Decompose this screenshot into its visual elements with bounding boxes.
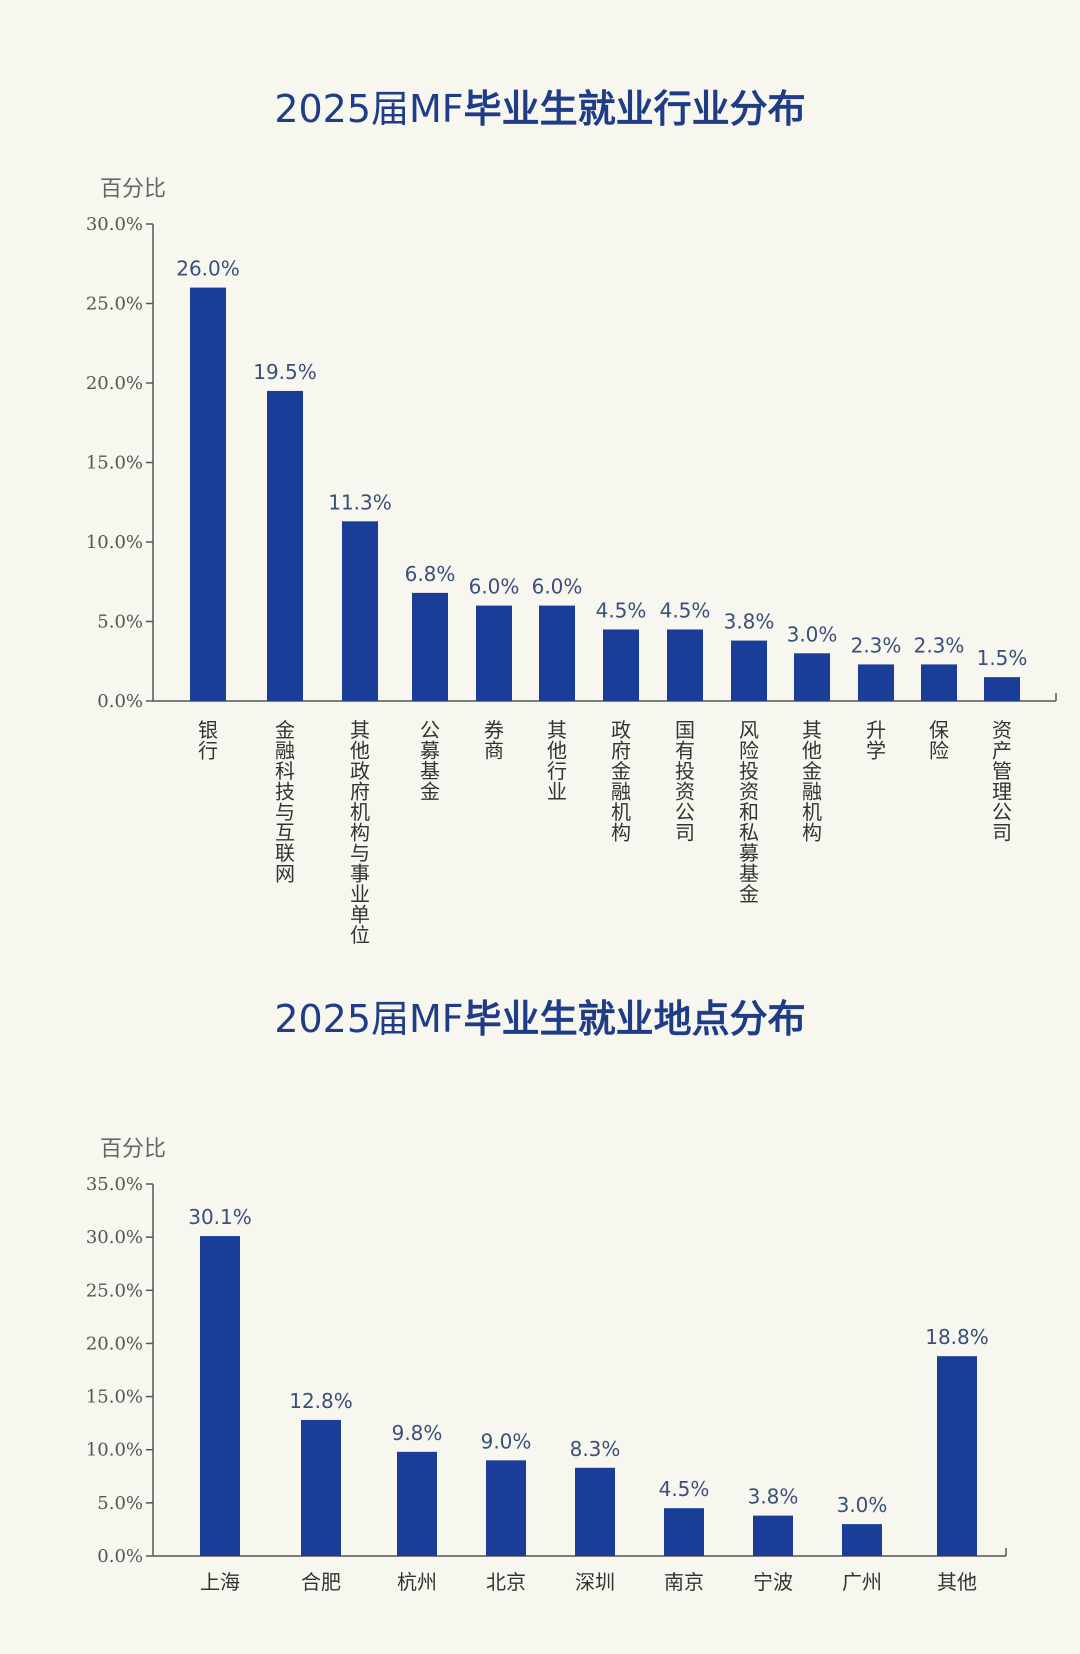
bar xyxy=(190,287,226,701)
y-tick-label: 0.0% xyxy=(97,691,143,712)
x-tick-label: 资产管理公司 xyxy=(992,718,1012,845)
data-label: 11.3% xyxy=(328,490,392,514)
bar xyxy=(731,640,767,701)
data-label: 1.5% xyxy=(977,646,1028,670)
location-chart: 2025届MF毕业生就业地点分布 百分比 0.0% 5.0% 10.0% 15.0% 20… xyxy=(0,960,1080,1654)
data-label: 30.1% xyxy=(188,1205,252,1229)
x-tick-label: 南京 xyxy=(664,1570,704,1594)
y-tick-label: 30.0% xyxy=(86,214,143,235)
bar xyxy=(486,1460,526,1556)
y-axis-label: 百分比 xyxy=(100,177,166,202)
x-tick-label: 风险投资和私募基金 xyxy=(739,718,759,906)
y-tick-label: 5.0% xyxy=(97,612,143,633)
data-label: 26.0% xyxy=(176,257,240,281)
data-label: 2.3% xyxy=(851,633,902,657)
bar xyxy=(664,1508,704,1556)
data-label: 3.0% xyxy=(787,622,838,646)
data-label: 12.8% xyxy=(289,1389,353,1413)
data-label: 2.3% xyxy=(914,633,965,657)
x-tick-label: 其他行业 xyxy=(547,718,567,804)
x-tick-label: 保险 xyxy=(929,718,949,763)
bar xyxy=(412,592,448,701)
x-tick-label: 其他 xyxy=(937,1570,977,1594)
x-tick-label: 其他政府机构与事业单位 xyxy=(350,718,370,947)
bar xyxy=(842,1524,882,1556)
bar xyxy=(301,1419,341,1556)
bar xyxy=(921,664,957,701)
data-label: 9.8% xyxy=(392,1421,443,1445)
industry-chart: 2025届MF毕业生就业行业分布 百分比 0.0% 5.0% 10.0% 15.0% 20… xyxy=(0,78,1080,947)
y-tick-label: 5.0% xyxy=(97,1493,143,1514)
data-label: 3.0% xyxy=(837,1493,888,1517)
x-tick-label: 国有投资公司 xyxy=(675,718,695,845)
bar xyxy=(476,605,512,701)
x-tick-label: 金融科技与互联网 xyxy=(275,718,295,886)
data-label: 9.0% xyxy=(481,1429,532,1453)
x-tick-label: 北京 xyxy=(486,1570,526,1594)
data-label: 4.5% xyxy=(659,1477,710,1501)
data-label: 4.5% xyxy=(660,598,711,622)
data-label: 6.8% xyxy=(405,562,456,586)
bar xyxy=(200,1236,240,1556)
data-label: 8.3% xyxy=(570,1437,621,1461)
x-tick-label: 升学 xyxy=(866,718,886,763)
y-tick-label: 15.0% xyxy=(86,1387,143,1408)
y-tick-label: 15.0% xyxy=(86,453,143,474)
chart-title-part-normal: 2025届MF xyxy=(274,997,464,1041)
x-tick-label: 券商 xyxy=(484,718,504,763)
x-tick-label: 上海 xyxy=(200,1570,240,1594)
data-label: 6.0% xyxy=(469,575,520,599)
chart-title: 2025届MF毕业生就业行业分布 xyxy=(0,78,1080,133)
bar xyxy=(667,629,703,701)
x-tick-label: 深圳 xyxy=(575,1570,615,1594)
x-tick-label: 杭州 xyxy=(397,1570,437,1594)
data-label: 3.8% xyxy=(748,1485,799,1509)
bar xyxy=(267,390,303,701)
bar xyxy=(603,629,639,701)
x-tick-label: 广州 xyxy=(842,1570,882,1594)
y-tick-label: 25.0% xyxy=(86,294,143,315)
x-tick-label: 宁波 xyxy=(753,1570,793,1594)
bar xyxy=(397,1451,437,1556)
x-tick-label: 其他金融机构 xyxy=(802,718,822,845)
chart-title-part-bold: 毕业生就业地点分布 xyxy=(463,997,806,1041)
y-tick-label: 25.0% xyxy=(86,1280,143,1301)
chart-title-part-bold: 毕业生就业行业分布 xyxy=(463,87,806,131)
bar xyxy=(539,605,575,701)
y-tick-label: 0.0% xyxy=(97,1546,143,1567)
data-label: 4.5% xyxy=(596,598,647,622)
bar xyxy=(575,1467,615,1556)
y-tick-label: 35.0% xyxy=(86,1174,143,1195)
chart-title: 2025届MF毕业生就业地点分布 xyxy=(0,988,1080,1043)
data-label: 6.0% xyxy=(532,575,583,599)
bar xyxy=(342,521,378,701)
y-tick-label: 30.0% xyxy=(86,1227,143,1248)
y-tick-label: 20.0% xyxy=(86,1333,143,1354)
y-tick-label: 20.0% xyxy=(86,373,143,394)
bar xyxy=(794,653,830,701)
x-tick-label: 银行 xyxy=(198,718,218,763)
industry-chart-svg: 百分比 0.0% 5.0% 10.0% 15.0% 20.0% 25.0% 30.0% 26.0… xyxy=(86,177,1057,947)
bar xyxy=(937,1356,977,1556)
bar xyxy=(984,677,1020,701)
x-tick-label: 政府金融机构 xyxy=(611,718,631,845)
y-axis-label: 百分比 xyxy=(100,1137,166,1162)
y-tick-label: 10.0% xyxy=(86,532,143,553)
bar xyxy=(858,664,894,701)
x-tick-label: 公募基金 xyxy=(420,718,440,804)
bar xyxy=(753,1515,793,1556)
location-chart-svg: 百分比 0.0% 5.0% 10.0% 15.0% 20.0% 25.0% 30.0% 35.0… xyxy=(86,1137,1007,1594)
x-tick-label: 合肥 xyxy=(301,1570,341,1594)
data-label: 3.8% xyxy=(724,610,775,634)
data-label: 19.5% xyxy=(253,360,317,384)
data-label: 18.8% xyxy=(925,1325,989,1349)
y-tick-label: 10.0% xyxy=(86,1440,143,1461)
chart-title-part-normal: 2025届MF xyxy=(274,87,464,131)
